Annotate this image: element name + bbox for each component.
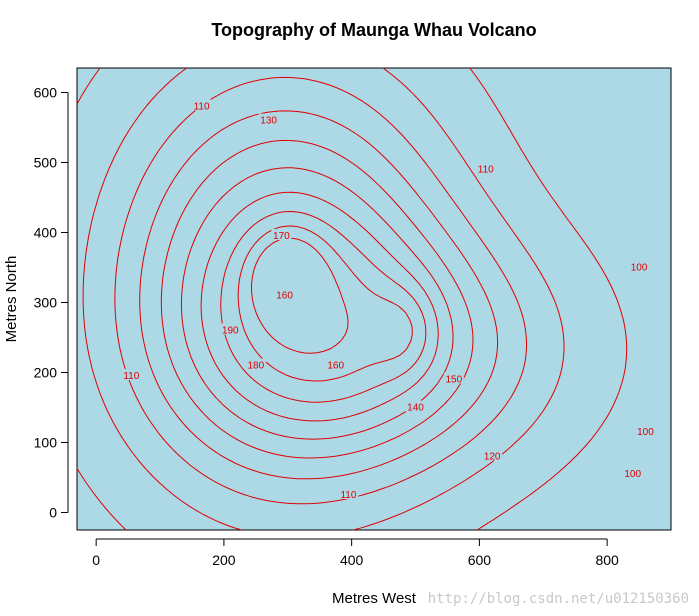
y-tick-label: 100: [34, 435, 58, 451]
y-tick-label: 500: [34, 155, 58, 171]
contour-line-110: [82, 67, 565, 531]
y-axis: 0 100 200 300 400 500 600: [34, 85, 69, 521]
y-tick-label: 600: [34, 85, 58, 101]
x-axis: 0 200 400 600 800: [92, 538, 619, 568]
contour-label-bg: [274, 288, 295, 300]
contour-label: 170: [273, 231, 290, 242]
contour-line-160: [200, 191, 439, 422]
contour-label-bg: [220, 323, 241, 335]
x-tick-label: 0: [92, 552, 100, 568]
contour-label: 160: [276, 291, 293, 302]
contour-label: 110: [123, 371, 139, 382]
contour-labels: 110 130 110 170 100 160 190 180 160 150 110 140 100 1…: [121, 99, 656, 501]
contour-label: 180: [247, 361, 264, 372]
contour-label: 110: [340, 490, 356, 501]
y-tick-label: 200: [34, 365, 58, 381]
contour-label: 100: [624, 469, 641, 480]
contour-line-140: [160, 139, 474, 459]
contour-label: 120: [484, 452, 501, 463]
x-tick-label: 400: [340, 552, 364, 568]
contour-label-bg: [121, 369, 142, 380]
contour-label-bg: [338, 488, 359, 499]
x-tick-label: 800: [595, 552, 619, 568]
contour-label-bg: [245, 358, 266, 370]
contour-label-bg: [325, 358, 346, 370]
contour-label: 190: [222, 326, 239, 337]
contour-line-120: [114, 76, 527, 505]
chart-title: Topography of Maunga Whau Volcano: [211, 20, 536, 40]
x-tick-label: 200: [212, 552, 236, 568]
contour-label-bg: [482, 449, 503, 461]
contour-line-190: [251, 237, 349, 354]
contour-label: 100: [631, 263, 648, 274]
contour-label-bg: [443, 372, 464, 384]
contour-label-bg: [622, 467, 643, 478]
contour-lines: [76, 67, 628, 531]
contour-label-bg: [635, 425, 656, 436]
contour-label: 150: [445, 375, 462, 386]
contour-label-bg: [629, 260, 650, 272]
watermark-text: http://blog.csdn.net/u012150360: [428, 591, 689, 607]
contour-label: 160: [327, 361, 344, 372]
contour-label-bg: [271, 229, 292, 240]
contour-label-bg: [258, 113, 279, 125]
contour-label: 100: [637, 427, 654, 438]
y-tick-label: 300: [34, 295, 58, 311]
contour-label-bg: [475, 162, 496, 174]
contour-line-100: [76, 67, 628, 531]
y-tick-label: 0: [49, 505, 57, 521]
contour-label-bg: [405, 400, 426, 412]
contour-label: 110: [194, 102, 210, 113]
y-tick-label: 400: [34, 225, 58, 241]
contour-label-bg: [191, 99, 212, 111]
contour-line-170: [220, 211, 427, 403]
x-tick-label: 600: [468, 552, 492, 568]
y-axis-label: Metres North: [3, 256, 20, 343]
contour-label: 110: [478, 165, 494, 176]
x-axis-label: Metres West: [332, 590, 417, 607]
contour-line-180: [237, 225, 413, 382]
contour-label: 140: [407, 403, 424, 414]
plot-area: [76, 67, 672, 531]
contour-label: 130: [260, 116, 277, 127]
contour-line-130: [139, 110, 499, 480]
